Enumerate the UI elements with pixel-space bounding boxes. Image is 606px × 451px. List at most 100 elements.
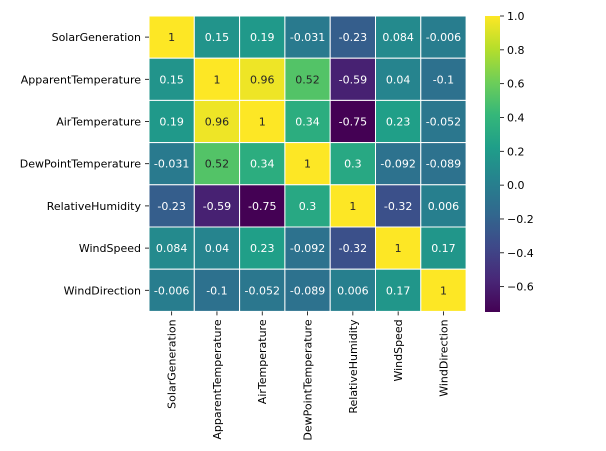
cell-value-label: -0.031: [154, 158, 189, 171]
cell-value-label: -0.089: [290, 284, 325, 297]
cell-value-label: 1: [349, 200, 356, 213]
heatmap-cell: [148, 142, 195, 186]
cell-value-label: 0.04: [386, 73, 411, 86]
cell-value-label: 0.23: [386, 116, 411, 129]
heatmap-cell: [193, 99, 241, 144]
heatmap-cell: [239, 184, 286, 228]
heatmap-cell: [193, 226, 241, 270]
x-axis-labels: SolarGeneration ApparentTemperature AirTem…: [166, 311, 450, 441]
colorbar-tick-label: −0.6: [507, 281, 534, 294]
heatmap-cell: [284, 226, 331, 270]
cell-value-label: -0.006: [154, 284, 189, 297]
colorbar-tick-label: −0.4: [507, 247, 534, 260]
heatmap-cell: [148, 15, 195, 59]
y-tick-label: WindDirection: [64, 284, 141, 297]
cell-value-label: -0.75: [248, 200, 276, 213]
cell-value-label: 0.3: [299, 200, 317, 213]
x-tick-label: ApparentTemperature: [211, 319, 224, 439]
y-tick-label: SolarGeneration: [52, 31, 141, 44]
cell-value-label: 1: [168, 31, 175, 44]
cell-value-label: -0.32: [339, 242, 367, 255]
x-tick-label: DewPointTemperature: [302, 319, 315, 440]
cell-value-label: 1: [213, 73, 220, 86]
y-tick-label: AirTemperature: [56, 116, 141, 129]
heatmap-cell: [420, 226, 467, 270]
cell-value-label: 0.04: [205, 242, 230, 255]
heatmap-cell: [193, 15, 241, 59]
cell-value-label: -0.052: [245, 284, 280, 297]
y-tick-label: WindSpeed: [79, 242, 141, 255]
heatmap-cells: [148, 15, 467, 312]
cell-value-label: 0.96: [250, 73, 275, 86]
colorbar-tick-label: 1.0: [507, 10, 525, 23]
cell-value-label: 0.15: [159, 73, 184, 86]
cell-value-label: 0.23: [250, 242, 275, 255]
heatmap-cell: [148, 184, 195, 228]
heatmap-cell: [420, 142, 467, 186]
heatmap-cell: [239, 268, 286, 312]
cell-value-label: 0.084: [382, 31, 414, 44]
cell-value-label: -0.59: [339, 73, 367, 86]
colorbar-tick-label: 0.0: [507, 179, 525, 192]
heatmap-cell: [284, 268, 331, 312]
cell-value-label: 0.084: [156, 242, 188, 255]
cell-value-label: -0.1: [206, 284, 227, 297]
heatmap-cell: [148, 268, 195, 312]
colorbar-tick-label: 0.2: [507, 145, 525, 158]
cell-value-label: 0.15: [205, 31, 230, 44]
cell-value-label: -0.092: [290, 242, 325, 255]
y-tick-label: ApparentTemperature: [21, 73, 141, 86]
cell-value-label: 1: [440, 284, 447, 297]
heatmap-cell: [329, 99, 377, 144]
colorbar: 1.0 0.8 0.6 0.4 0.2 0.0 −0.2 −0.4 −0.6: [485, 10, 534, 312]
cell-value-label: -0.23: [339, 31, 367, 44]
cell-value-label: 0.17: [431, 242, 456, 255]
colorbar-tick-label: 0.8: [507, 44, 525, 57]
y-tick-label: RelativeHumidity: [47, 200, 142, 213]
colorbar-tick-label: 0.6: [507, 78, 525, 91]
cell-value-label: 1: [304, 158, 311, 171]
cell-value-label: 1: [259, 116, 266, 129]
cell-value-label: 1: [395, 242, 402, 255]
cell-value-label: -0.59: [203, 200, 231, 213]
heatmap-annotations: 1 0.15 0.19 -0.031 -0.23 0.084 -0.006 0.15 1 0.96…: [154, 31, 461, 297]
cell-value-label: -0.32: [384, 200, 412, 213]
heatmap-cell: [375, 268, 422, 312]
colorbar-tick-label: 0.4: [507, 111, 525, 124]
colorbar-bar: [485, 16, 500, 312]
heatmap-cell: [329, 268, 377, 312]
cell-value-label: 0.96: [205, 116, 230, 129]
heatmap-cell: [375, 99, 422, 144]
cell-value-label: -0.23: [157, 200, 185, 213]
cell-value-label: 0.52: [205, 158, 230, 171]
x-tick-label: AirTemperature: [256, 319, 269, 404]
heatmap-cell: [420, 57, 467, 101]
heatmap-cell: [329, 226, 377, 270]
heatmap-cell: [284, 99, 331, 144]
heatmap-cell: [148, 226, 195, 270]
colorbar-tick-label: −0.2: [507, 213, 534, 226]
cell-value-label: -0.089: [426, 158, 461, 171]
heatmap-cell: [375, 15, 422, 59]
cell-value-label: -0.75: [339, 116, 367, 129]
cell-value-label: 0.34: [295, 116, 320, 129]
cell-value-label: -0.052: [426, 116, 461, 129]
heatmap-cell: [420, 268, 467, 312]
heatmap-cell: [329, 57, 377, 101]
y-tick-label: DewPointTemperature: [20, 158, 141, 171]
x-tick-label: WindSpeed: [392, 319, 405, 381]
y-axis-labels: SolarGeneration ApparentTemperature AirTem…: [20, 31, 149, 297]
cell-value-label: -0.031: [290, 31, 325, 44]
cell-value-label: -0.1: [433, 73, 454, 86]
cell-value-label: 0.19: [250, 31, 275, 44]
heatmap-cell: [239, 57, 286, 101]
cell-value-label: 0.34: [250, 158, 275, 171]
x-tick-label: WindDirection: [437, 319, 450, 396]
heatmap-cell: [420, 99, 467, 144]
cell-value-label: 0.006: [428, 200, 460, 213]
x-tick-label: RelativeHumidity: [347, 319, 360, 414]
cell-value-label: -0.006: [426, 31, 461, 44]
cell-value-label: 0.17: [386, 284, 411, 297]
cell-value-label: 0.52: [295, 73, 320, 86]
